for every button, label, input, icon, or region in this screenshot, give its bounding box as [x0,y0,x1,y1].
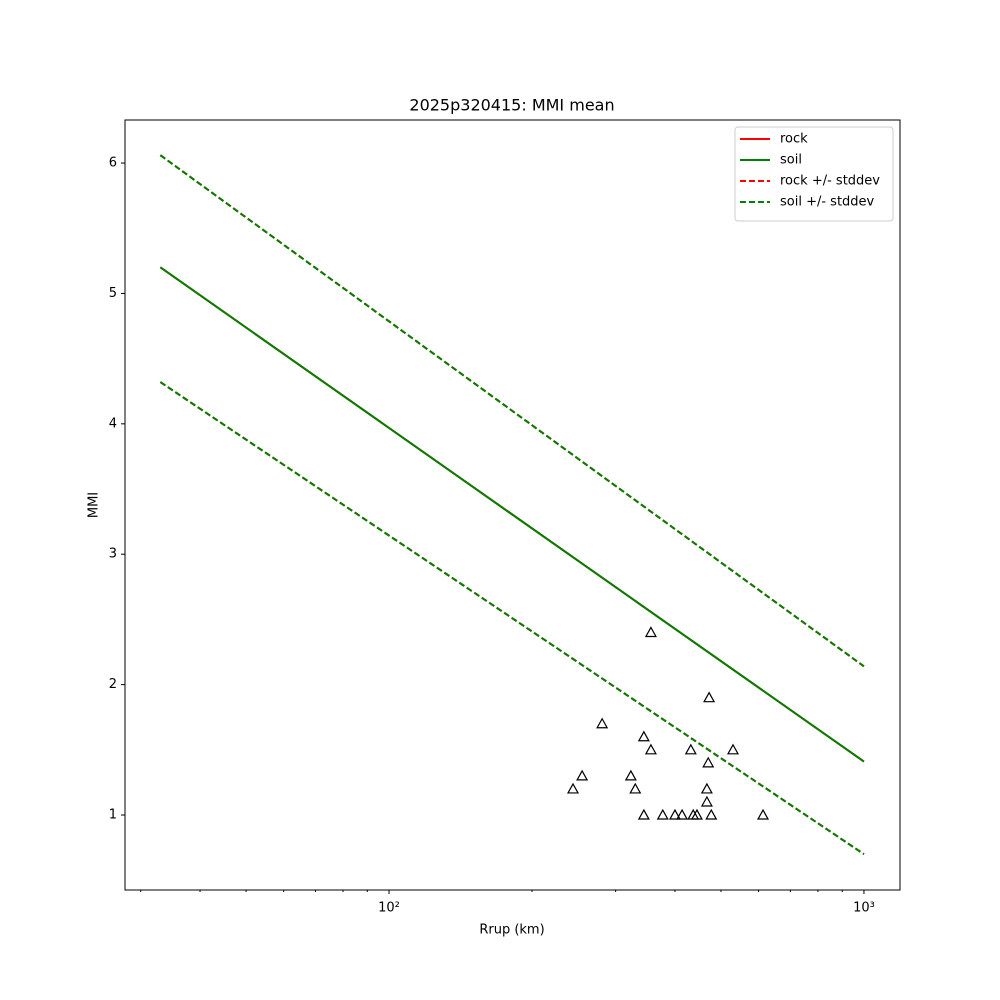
data-point [566,782,580,794]
data-point [700,782,713,794]
y-axis-label: MMI [87,492,102,518]
plot-frame [124,119,901,891]
legend-label: soil +/- stddev [780,195,875,210]
series-line [159,154,865,668]
data-point [756,808,770,820]
data-point [705,808,718,820]
y-tick-label: 6 [109,156,117,171]
chart-title: 2025p320415: MMI mean [409,96,614,115]
x-tick-label: 10² [378,901,400,916]
data-point [668,808,681,820]
data-point [726,743,740,755]
data-point [576,769,589,781]
y-tick-label: 3 [109,547,117,562]
data-point [702,756,715,768]
series-line [159,266,865,763]
data-point [624,769,637,781]
data-point [703,691,716,703]
x-tick-label: 10³ [853,901,875,916]
data-point [644,626,657,638]
y-tick-label: 5 [109,286,117,301]
y-tick-label: 1 [109,808,117,823]
data-point [656,808,669,820]
data-point [596,717,609,729]
data-point [637,808,650,820]
legend-label: soil [780,153,802,168]
data-point [684,743,697,755]
legend-label: rock +/- stddev [780,174,880,189]
data-point [629,782,642,794]
legend-label: rock [780,132,808,147]
data-point [644,743,657,755]
y-tick-label: 2 [109,677,117,692]
series-line [159,381,865,855]
data-point [690,808,703,820]
x-axis-label: Rrup (km) [479,923,544,938]
data-point [700,795,713,807]
y-tick-label: 4 [109,416,117,431]
data-point [637,730,650,742]
legend-box [734,126,894,222]
data-point [676,808,689,820]
